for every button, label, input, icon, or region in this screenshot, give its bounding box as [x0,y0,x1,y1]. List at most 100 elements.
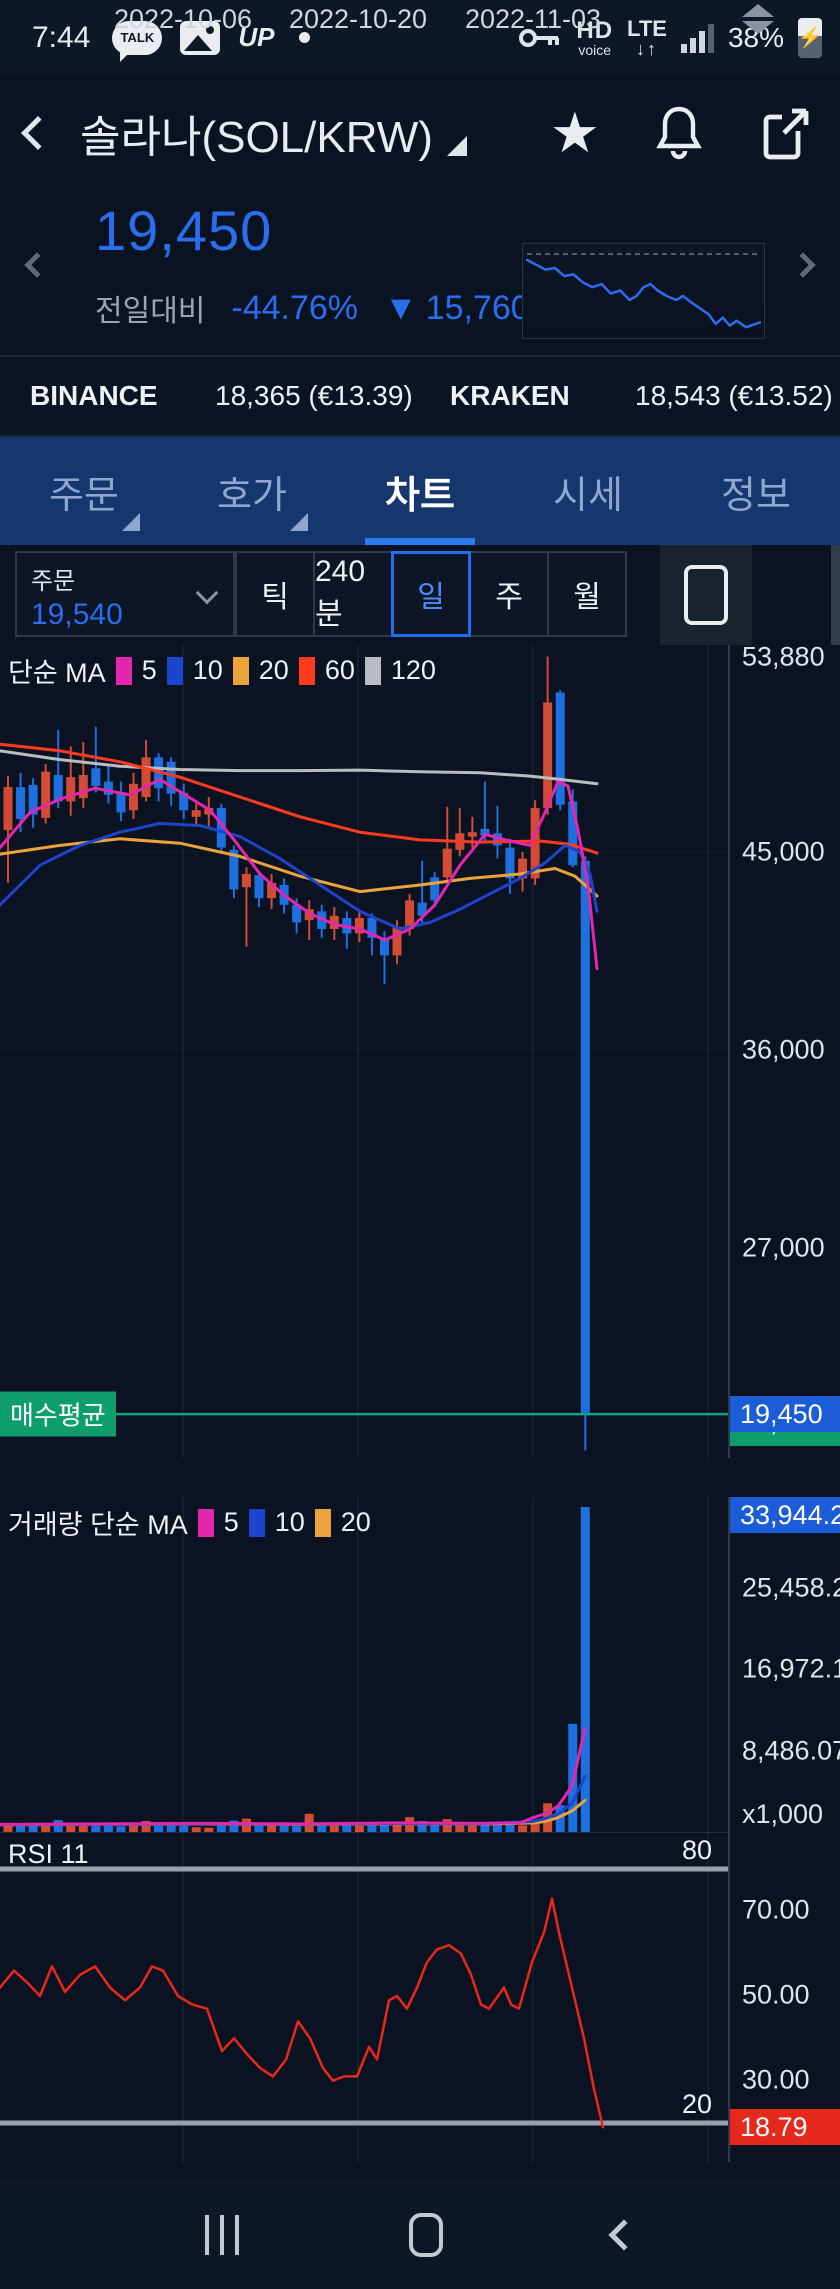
tab-chart[interactable]: 차트 [336,437,504,545]
ma-legend-title: 단순 MA [8,658,106,688]
volume-unit-label: x1,000 [742,1799,824,1829]
gallery-icon [180,20,221,55]
price-panel: 19,450 전일대비 -44.76% ▼ 15,760 [0,190,840,348]
avg-buy-tag: 매수평균 [0,1391,116,1437]
rsi-lower-band-label: 20 [681,2088,712,2119]
rsi-chart[interactable]: RSI 11 80 20 [0,1832,728,2163]
notification-dot-icon [298,32,310,43]
rsi-legend: RSI 11 [8,1839,89,1870]
scrollbar-strip[interactable] [831,545,840,645]
ma-legend-item-swatch [298,656,315,685]
volume-legend-title: 거래량 단순 MA [8,1510,188,1540]
kakaotalk-icon: TALK [112,20,163,62]
rsi-legend-title: RSI 11 [8,1839,89,1869]
favorite-star-icon[interactable]: ★ [549,100,600,164]
active-tab-underline [365,538,475,545]
tab-info[interactable]: 정보 [721,474,791,517]
main-tab-bar: 주문 호가 차트 시세 정보 [0,437,840,545]
page-title[interactable]: 솔라나(SOL/KRW) [80,112,433,162]
nav-back-icon[interactable] [608,2218,640,2251]
caret-icon [290,513,308,531]
interval-month-button[interactable]: 월 [547,551,627,637]
volume-legend-item-swatch [314,1508,331,1537]
title-bar: 솔라나(SOL/KRW) ★ [0,75,840,190]
tab-quotes[interactable]: 시세 [553,474,623,517]
ma-legend-item-swatch [232,656,249,685]
next-coin-icon[interactable] [790,252,816,278]
ma-legend-item-swatch [364,656,381,685]
volume-legend: 거래량 단순 MA 5 10 20 [8,1503,371,1542]
y-axis-tick: 27,000 [742,1232,825,1263]
mini-sparkline-chart[interactable] [522,243,765,339]
rsi-axis-tick: 70.00 [742,1894,810,1925]
exchange-price: 18,543 (€13.52) [635,380,833,411]
ma-legend: 단순 MA 5 10 20 60 120 [8,651,436,690]
ma-legend-item-label: 60 [324,655,355,685]
exchange-name: KRAKEN [450,380,570,411]
key-icon [519,28,560,47]
prev-coin-icon[interactable] [24,252,50,278]
y-axis-tick: 45,000 [742,836,825,867]
candlestick-chart[interactable]: 단순 MA 5 10 20 60 120 매수평균 [0,645,728,1458]
alarm-bell-icon[interactable] [652,103,706,163]
volume-legend-item-label: 20 [340,1507,371,1537]
interval-buttons: 틱 240분 일 주 월 [235,551,627,637]
interval-week-button[interactable]: 주 [469,551,549,637]
y-axis-tick: 36,000 [742,1034,825,1065]
status-bar: 7:44 TALK UP HD voice LTE ↓↑ 38% ⚡ [0,0,840,75]
ma-legend-item-swatch [166,656,183,685]
date-axis-label: 2022-10-20 [288,4,428,34]
exchange-comparison-row: BINANCE 18,365 (€13.39) KRAKEN 18,543 (€… [0,355,840,437]
tab-orderbook[interactable]: 호가 [168,437,336,545]
fullscreen-icon [684,565,728,625]
fullscreen-toggle-panel[interactable] [660,545,752,645]
exchange-name: BINANCE [30,380,158,411]
date-axis-label: 2022-11-03 [464,4,602,34]
volume-legend-item-swatch [248,1508,265,1537]
ma-legend-item-swatch [115,656,132,685]
date-axis-label: 2022-10-06 [113,4,253,34]
volume-axis-tick: 16,972.147 [742,1653,840,1684]
rsi-upper-band-label: 80 [681,1835,712,1865]
current-price-badge: 19,450 [730,1396,840,1433]
interval-day-button[interactable]: 일 [391,551,471,637]
signal-bars-icon [680,23,714,53]
order-dropdown-label: 주문 [31,568,76,595]
android-nav-bar [0,2180,840,2289]
rsi-axis[interactable]: 18.79 70.00 50.00 30.00 [728,1832,840,2162]
interval-tick-button[interactable]: 틱 [235,551,315,637]
lte-indicator: LTE ↓↑ [627,15,667,59]
share-icon[interactable] [758,103,814,163]
recents-icon[interactable] [205,2214,239,2255]
interval-240min-button[interactable]: 240분 [313,551,393,637]
hd-voice-indicator: HD voice [576,16,614,58]
exchange-price: 18,365 (€13.39) [215,380,413,411]
change-percent: -44.76% [231,288,359,327]
order-dropdown-price: 19,540 [31,598,123,631]
rsi-value-badge: 18.79 [730,2109,840,2146]
current-volume-badge: 33,944.294 [730,1497,840,1533]
volume-legend-item-swatch [197,1508,214,1537]
order-price-dropdown[interactable]: 주문 19,540 [15,551,235,637]
home-icon[interactable] [409,2212,443,2257]
chart-controls-row: 주문 19,540 틱 240분 일 주 월 [0,545,840,645]
title-caret-icon[interactable] [446,135,467,156]
axis-resize-arrows-icon[interactable] [742,4,774,34]
change-label: 전일대비 [95,295,206,328]
back-icon[interactable] [21,115,55,150]
volume-chart[interactable]: 거래량 단순 MA 5 10 20 [0,1497,728,1832]
volume-axis-tick: 25,458.220 [742,1572,840,1603]
rsi-axis-tick: 50.00 [742,1979,810,2010]
caret-icon [122,513,140,531]
change-amount: ▼ 15,760 [384,288,530,327]
ma-legend-item-label: 120 [390,655,436,685]
battery-charging-icon: ⚡ [798,17,822,58]
clock: 7:44 [32,20,91,54]
ma-legend-item-label: 5 [141,655,157,685]
volume-axis[interactable]: 33,944.294 x1,000 25,458.220 16,972.147 8,… [728,1497,840,1832]
volume-legend-item-label: 5 [223,1507,239,1537]
tab-order[interactable]: 주문 [0,437,168,545]
current-price: 19,450 [95,199,273,262]
